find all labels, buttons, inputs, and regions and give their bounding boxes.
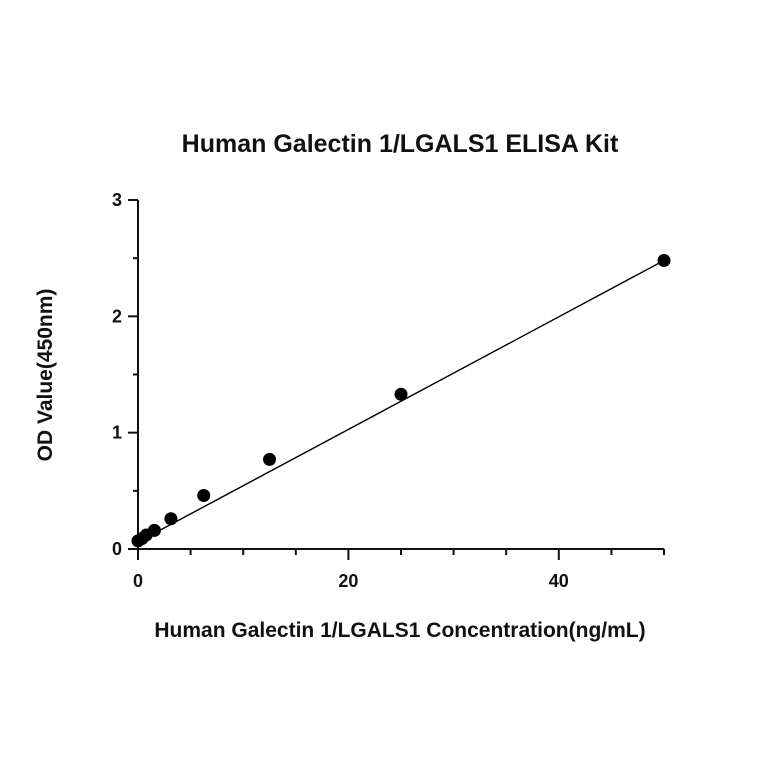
- x-axis-label: Human Galectin 1/LGALS1 Concentration(ng…: [154, 619, 645, 642]
- data-point: [394, 387, 408, 401]
- y-tick-label: 3: [112, 190, 122, 210]
- chart-title: Human Galectin 1/LGALS1 ELISA Kit: [182, 130, 619, 158]
- x-tick-label: 0: [133, 571, 143, 591]
- y-tick-label: 2: [112, 306, 122, 326]
- y-axis-label: OD Value(450nm): [34, 289, 57, 462]
- data-point: [147, 523, 161, 537]
- data-point: [657, 253, 671, 267]
- plot-area: 0 1 2 3 0 20 40: [112, 190, 671, 591]
- y-tick-label: 1: [112, 423, 122, 443]
- y-tick-label: 0: [112, 539, 122, 559]
- x-tick-label: 20: [338, 571, 358, 591]
- data-point: [263, 452, 276, 466]
- x-tick-label: 40: [549, 571, 569, 591]
- fit-line: [137, 259, 665, 543]
- data-point: [197, 488, 211, 502]
- data-point: [164, 512, 178, 526]
